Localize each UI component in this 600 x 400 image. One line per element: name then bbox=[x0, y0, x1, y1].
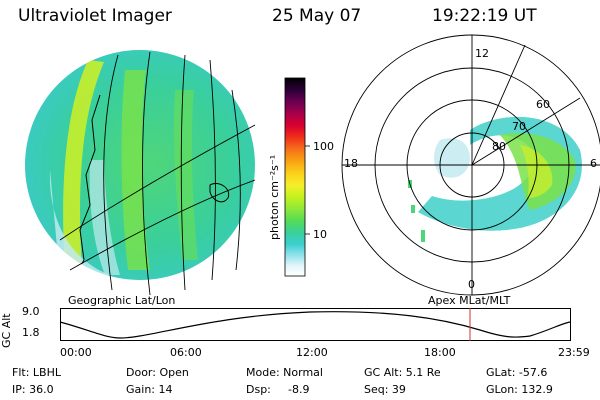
timeline-xtick-1200: 12:00 bbox=[296, 346, 328, 359]
status-dsp-value: -8.9 bbox=[288, 383, 310, 396]
status-mode: Mode: Normal bbox=[246, 366, 323, 379]
orbit-curve bbox=[59, 311, 571, 339]
instrument-title: Ultraviolet Imager bbox=[18, 6, 172, 26]
status-filter: Flt: LBHL bbox=[12, 366, 61, 379]
orbit-timeline bbox=[59, 308, 571, 341]
status-door: Door: Open bbox=[126, 366, 189, 379]
mlat-label-80: 80 bbox=[492, 140, 506, 153]
colorbar-unit-label: photon cm⁻²s⁻¹ bbox=[268, 154, 281, 240]
status-seq: Seq: 39 bbox=[364, 383, 406, 396]
date-label: 25 May 07 bbox=[272, 6, 362, 26]
timeline-xtick-2359: 23:59 bbox=[558, 346, 590, 359]
aurora-arc-bright bbox=[63, 60, 104, 270]
colorbar bbox=[284, 77, 310, 277]
time-label: 19:22:19 UT bbox=[432, 6, 537, 26]
timeline-y-label: GC Alt bbox=[0, 313, 13, 348]
status-gain: Gain: 14 bbox=[126, 383, 173, 396]
mlt-label-18: 18 bbox=[344, 157, 358, 170]
mlat-label-70: 70 bbox=[512, 120, 526, 133]
island-outline bbox=[209, 183, 230, 203]
timeline-ytick-1-8: 1.8 bbox=[22, 326, 40, 339]
mlt-label-0: 0 bbox=[468, 278, 475, 291]
mlat-label-60: 60 bbox=[536, 98, 550, 111]
colorbar-tick-100: 100 bbox=[313, 140, 334, 153]
polar-grid bbox=[341, 34, 600, 296]
geographic-image bbox=[25, 50, 256, 296]
status-dsp: Dsp: bbox=[246, 383, 271, 396]
colorbar-tick-10: 10 bbox=[313, 228, 327, 241]
status-glat: GLat: -57.6 bbox=[486, 366, 548, 379]
timeline-xtick-1800: 18:00 bbox=[424, 346, 456, 359]
status-ip: IP: 36.0 bbox=[12, 383, 54, 396]
aurora-arc-mid bbox=[121, 70, 150, 270]
polar-aurora bbox=[408, 116, 582, 242]
timeline-xtick-0000: 00:00 bbox=[60, 346, 92, 359]
lat-lon-grid bbox=[59, 51, 256, 296]
status-glon: GLon: 132.9 bbox=[486, 383, 553, 396]
mlt-label-12: 12 bbox=[475, 47, 489, 60]
aurora-arc-right bbox=[173, 90, 198, 260]
timeline-xtick-0600: 06:00 bbox=[170, 346, 202, 359]
polar-plot bbox=[341, 34, 600, 296]
status-gc-alt: GC Alt: 5.1 Re bbox=[364, 366, 441, 379]
apex-caption: Apex MLat/MLT bbox=[428, 294, 511, 307]
coastline bbox=[74, 94, 101, 276]
geographic-caption: Geographic Lat/Lon bbox=[68, 294, 176, 307]
mlt-label-6: 6 bbox=[590, 157, 597, 170]
timeline-ytick-9: 9.0 bbox=[22, 305, 40, 318]
